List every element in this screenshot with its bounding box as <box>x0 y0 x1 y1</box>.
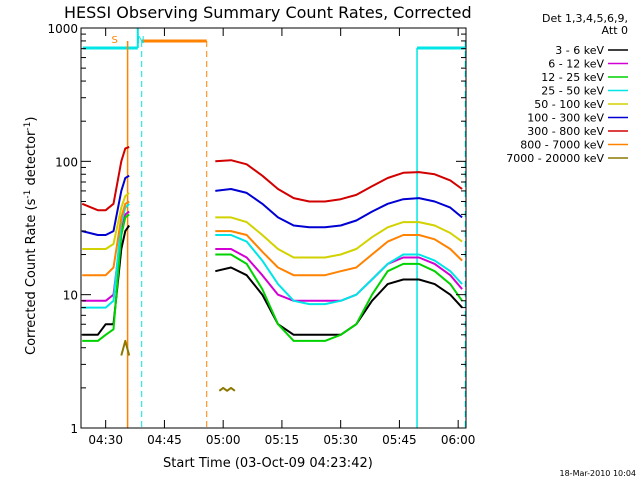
annotation-label: N <box>137 35 144 46</box>
y-axis-label-sup1: -1 <box>23 190 33 199</box>
series-line-50-100-kev <box>82 192 463 259</box>
x-tick-label: 06:00 <box>441 433 476 447</box>
series-lines <box>81 146 463 392</box>
legend-label: 7000 - 20000 keV <box>506 152 604 165</box>
y-axis-ticks: 1 10 100 1000 <box>47 22 466 436</box>
y-axis-label: Corrected Count Rate (s-1 detector-1) <box>23 117 39 355</box>
legend-label: 12 - 25 keV <box>541 71 604 84</box>
y-tick-label: 10 <box>63 289 78 303</box>
legend-label: 800 - 7000 keV <box>520 139 604 152</box>
y-tick-label: 1000 <box>47 22 78 36</box>
y-axis-label-end: ) <box>24 117 39 122</box>
x-tick-label: 05:30 <box>323 433 358 447</box>
y-axis-label-main: Corrected Count Rate (s <box>24 198 39 355</box>
legend-header-line2: Att 0 <box>602 24 628 37</box>
series-line-800-7000-kev <box>82 200 463 277</box>
x-tick-label: 05:15 <box>265 433 300 447</box>
footer-timestamp: 18-Mar-2010 10:04 <box>560 469 637 478</box>
legend-label: 100 - 300 keV <box>527 112 604 125</box>
series-line-100-300-kev <box>81 174 463 236</box>
legend-label: 50 - 100 keV <box>534 98 604 111</box>
legend-label: 3 - 6 keV <box>555 44 604 57</box>
series-line-300-800-kev <box>81 146 463 212</box>
legend-label: 300 - 800 keV <box>527 125 604 138</box>
x-tick-label: 04:30 <box>88 433 123 447</box>
legend-label: 6 - 12 keV <box>548 58 604 71</box>
plot-frame <box>80 27 467 429</box>
y-axis-label-mid: detector <box>24 130 39 190</box>
legend-header-line1: Det 1,3,4,5,6,9, <box>542 12 628 25</box>
y-tick-label: 100 <box>55 155 78 169</box>
x-tick-label: 05:45 <box>382 433 417 447</box>
x-axis-label: Start Time (03-Oct-09 04:23:42) <box>163 456 373 471</box>
y-tick-label: 1 <box>70 422 78 436</box>
y-axis-label-sup2: -1 <box>23 122 33 131</box>
observing-spans <box>82 28 466 428</box>
chart-title: HESSI Observing Summary Count Rates, Cor… <box>64 3 472 22</box>
series-line-25-50-kev <box>82 203 463 309</box>
x-tick-label: 05:00 <box>206 433 241 447</box>
x-tick-label: 04:45 <box>147 433 182 447</box>
series-line-12-25-kev <box>82 213 463 342</box>
x-axis-ticks: 04:30 04:45 05:00 05:15 05:30 05:45 06:00 <box>88 28 475 447</box>
series-line-7000-20000-kev <box>120 339 236 392</box>
legend-label: 25 - 50 keV <box>541 85 604 98</box>
annotation-label: S <box>112 35 118 46</box>
